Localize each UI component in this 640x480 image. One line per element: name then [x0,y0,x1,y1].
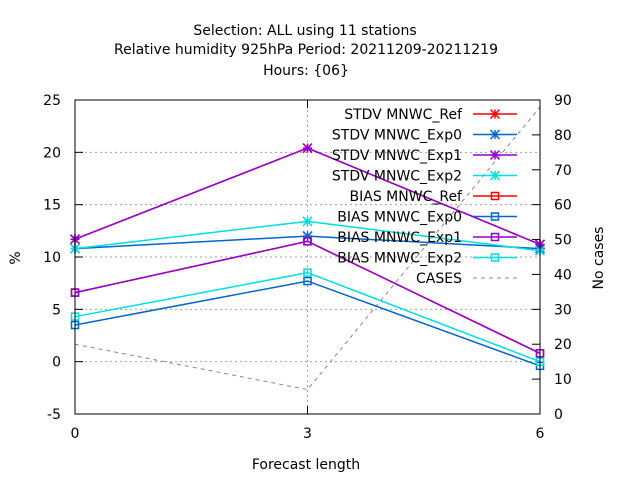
y2-tick-label: 70 [554,163,572,179]
legend-marker [490,232,500,242]
y2-tick-label: 60 [554,198,572,214]
title-line-2: Relative humidity 925hPa Period: 2021120… [114,42,498,58]
y2-tick-label: 10 [554,372,572,388]
y2-tick-label: 80 [554,128,572,144]
y-tick-label: 0 [52,355,61,371]
series-line [74,280,541,367]
legend-label: STDV MNWC_Ref [344,107,463,123]
x-tick-label: 3 [303,426,312,442]
legend-label: CASES [416,271,462,287]
legend-item: BIAS MNWC_Exp1 [337,230,517,246]
legend-item: BIAS MNWC_Ref [350,189,517,205]
y2-tick-label: 0 [554,407,563,423]
data-point [302,216,313,227]
legend-label: BIAS MNWC_Exp1 [337,230,462,246]
legend-item: STDV MNWC_Ref [344,107,517,123]
legend-item: STDV MNWC_Exp2 [332,169,517,185]
legend-item: STDV MNWC_Exp0 [332,128,517,144]
legend-marker [490,253,500,262]
y-tick-label: 15 [43,198,61,214]
y2-tick-label: 20 [554,337,572,353]
y-tick-label: 10 [43,250,61,266]
legend-label: STDV MNWC_Exp1 [332,148,462,164]
title-line-3: Hours: {06} [263,63,349,79]
legend-marker [490,191,500,201]
legend: STDV MNWC_Ref STDV MNWC_Exp0 STDV MNWC_Exp… [332,107,517,287]
y2-axis-label: No cases [591,227,607,290]
data-point [303,268,312,277]
legend-item: CASES [416,271,517,287]
legend-label: BIAS MNWC_Exp0 [337,210,462,226]
legend-marker [489,149,501,161]
legend-item: BIAS MNWC_Exp2 [337,251,517,267]
series-line [74,106,541,391]
y2-tick-label: 90 [554,93,572,109]
y2-tick-label: 50 [554,233,572,249]
y2-tick-label: 30 [554,302,572,318]
legend-label: BIAS MNWC_Exp2 [337,251,462,267]
grid [75,100,540,414]
y-axis-label: % [8,251,24,264]
x-axis-label: Forecast length [252,457,360,473]
series-line [74,240,541,354]
data-point [303,237,312,246]
legend-marker [489,108,501,120]
x-tick-label: 0 [71,426,80,442]
y-tick-label: 25 [43,93,61,109]
y-tick-label: -5 [47,407,61,423]
legend-marker [489,170,501,181]
y-tick-label: 20 [43,145,61,161]
legend-label: STDV MNWC_Exp2 [332,169,462,185]
legend-label: STDV MNWC_Exp0 [332,128,462,144]
legend-marker [489,129,501,140]
data-point [303,276,312,286]
chart-title: Selection: ALL using 11 stations Relativ… [114,23,498,79]
series-cases [74,106,541,391]
legend-item: STDV MNWC_Exp1 [332,148,517,164]
y2-tick-label: 40 [554,267,572,283]
legend-marker [490,212,500,221]
legend-item: BIAS MNWC_Exp0 [337,210,517,226]
cases-series [74,106,541,391]
title-line-1: Selection: ALL using 11 stations [193,23,416,39]
legend-label: BIAS MNWC_Ref [350,189,464,205]
x-tick-label: 6 [536,426,545,442]
data-point [302,143,313,154]
series-line [74,271,541,363]
y-tick-label: 5 [52,302,61,318]
